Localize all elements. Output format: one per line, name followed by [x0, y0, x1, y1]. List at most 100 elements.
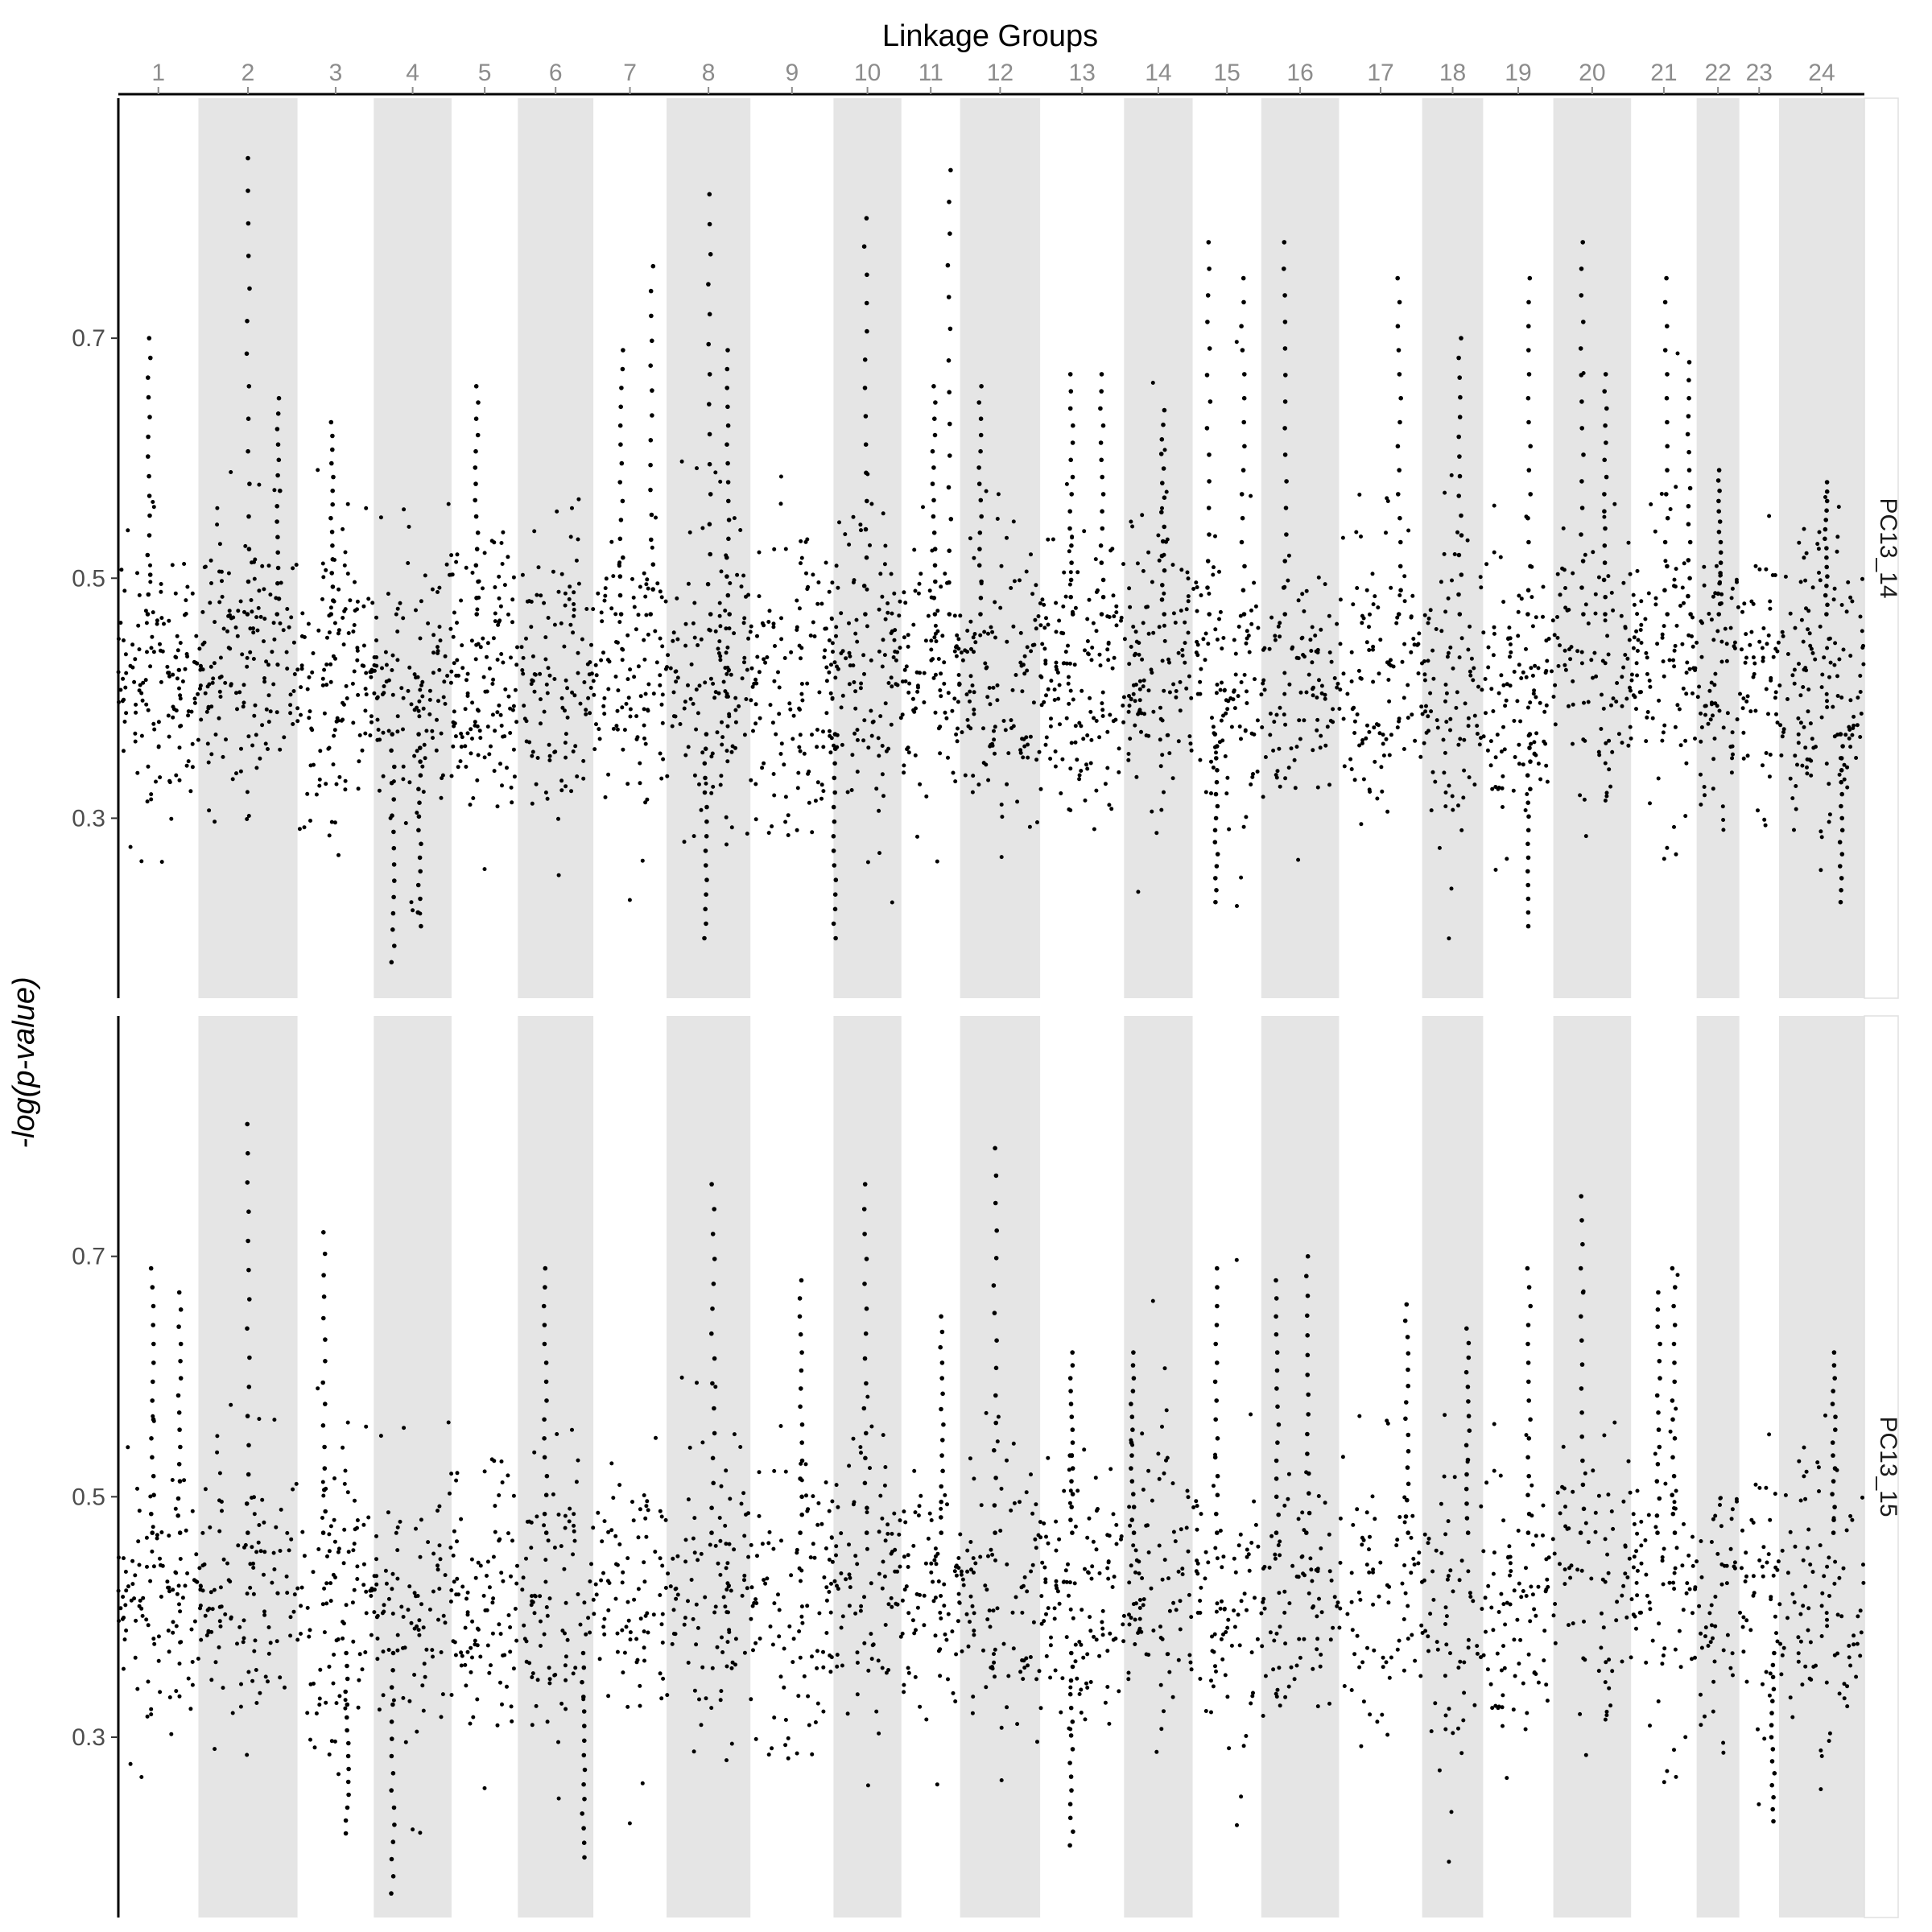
snp-point [323, 1402, 328, 1406]
snp-point [650, 587, 655, 592]
snp-point [707, 402, 712, 407]
x-tick-label: 2 [242, 60, 255, 86]
snp-point [278, 488, 283, 493]
snp-point [1398, 395, 1403, 401]
snp-point [1099, 560, 1104, 565]
peak-column [797, 1278, 805, 1535]
snp-point [617, 536, 623, 542]
snp-point [1526, 324, 1531, 329]
snp-point [1069, 543, 1074, 548]
chart-title: Linkage Groups [882, 19, 1098, 53]
snp-point [1525, 800, 1530, 805]
snp-point [1526, 1398, 1531, 1403]
snp-point [1069, 1414, 1075, 1419]
snp-point [320, 1530, 326, 1535]
snp-point [417, 855, 423, 861]
y-axis-title: -log(p-value) [7, 976, 41, 1148]
snp-point [390, 1650, 396, 1656]
snp-point [246, 254, 251, 258]
peak-column [1662, 275, 1670, 617]
x-tick-label: 3 [329, 60, 343, 86]
x-tick-label: 22 [1704, 60, 1731, 86]
snp-point [247, 286, 252, 291]
snp-point [1465, 1385, 1471, 1389]
snp-point [331, 474, 336, 480]
snp-point [1824, 612, 1829, 617]
linkage-group-band [1422, 1016, 1484, 1918]
snp-point [864, 1257, 869, 1261]
snp-point [1718, 550, 1724, 555]
snp-point [246, 1150, 250, 1156]
x-tick-label: 9 [785, 60, 799, 86]
snp-point [416, 732, 421, 737]
snp-point [418, 896, 423, 902]
x-tick-label: 6 [549, 60, 563, 86]
snp-point [1671, 1303, 1676, 1309]
snp-point [1131, 1492, 1136, 1496]
snp-point [345, 1753, 351, 1759]
snp-point [1579, 1194, 1583, 1199]
snp-point [1305, 1431, 1310, 1437]
snp-point [476, 579, 481, 584]
snp-point [1129, 1466, 1133, 1471]
snp-point [931, 530, 937, 535]
snp-point [979, 579, 984, 584]
linkage-group-band [1778, 1016, 1864, 1918]
snp-point [581, 1826, 586, 1831]
snp-point [1837, 840, 1843, 844]
peak-column [1670, 1265, 1678, 1535]
snp-point [329, 460, 334, 466]
snp-point [865, 272, 869, 278]
snp-point [1463, 1369, 1469, 1375]
snp-point [862, 1232, 867, 1236]
snp-point [1604, 406, 1609, 411]
snp-point [1657, 1341, 1662, 1347]
snp-point [391, 1805, 397, 1810]
snp-point [1839, 828, 1845, 833]
snp-point [1406, 1481, 1411, 1487]
snp-point [1833, 1427, 1838, 1432]
snp-point [861, 1406, 867, 1411]
snp-point [1100, 577, 1106, 583]
snp-point [175, 1513, 180, 1518]
snp-point [726, 536, 731, 542]
snp-point [977, 547, 982, 551]
snp-point [948, 167, 953, 173]
snp-point [864, 1381, 869, 1386]
snp-point [1581, 1506, 1587, 1512]
snp-point [1215, 1285, 1220, 1290]
snp-point [1215, 1436, 1220, 1441]
snp-point [246, 1385, 252, 1389]
snp-point [1839, 791, 1844, 797]
snp-point [1656, 1410, 1661, 1415]
snp-point [1402, 1318, 1408, 1323]
snp-point [799, 1386, 803, 1391]
snp-point [648, 487, 653, 493]
snp-point [1463, 1443, 1469, 1448]
x-tick-label: 5 [478, 60, 492, 86]
peak-column [541, 1265, 550, 1535]
snp-point [329, 530, 335, 535]
snp-point [1159, 553, 1165, 559]
snp-point [1067, 509, 1072, 514]
snp-point [617, 480, 622, 485]
linkage-group-band [1553, 1016, 1632, 1918]
snp-point [1274, 1530, 1279, 1535]
snp-point [993, 1256, 999, 1261]
snp-point [1579, 266, 1584, 271]
snp-point [245, 1180, 250, 1185]
snp-point [1525, 395, 1531, 401]
snp-point [345, 1715, 349, 1720]
snp-point [1305, 1352, 1311, 1358]
snp-point [710, 1381, 715, 1386]
snp-point [939, 1314, 943, 1319]
x-tick-label: 8 [702, 60, 716, 86]
snp-point [473, 497, 477, 503]
x-tick-label: 20 [1579, 60, 1605, 86]
snp-point [617, 423, 623, 428]
snp-point [1581, 452, 1586, 457]
snp-point [1831, 1453, 1835, 1458]
snp-point [648, 363, 653, 369]
snp-point [1282, 612, 1287, 617]
snp-points-cloud [116, 1257, 1866, 1864]
